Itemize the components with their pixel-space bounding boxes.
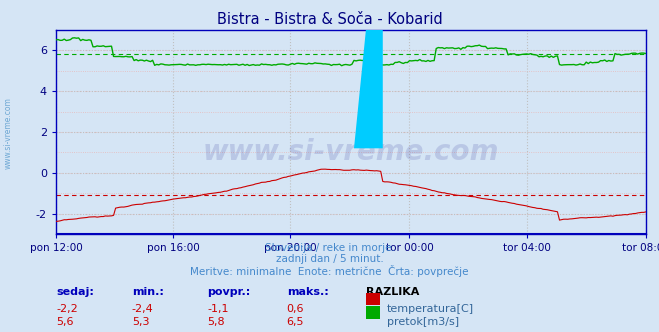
Text: zadnji dan / 5 minut.: zadnji dan / 5 minut. (275, 254, 384, 264)
Text: 6,5: 6,5 (287, 317, 304, 327)
Polygon shape (354, 0, 383, 148)
Text: Slovenija / reke in morje.: Slovenija / reke in morje. (264, 243, 395, 253)
Text: RAZLIKA: RAZLIKA (366, 287, 419, 297)
Text: temperatura[C]: temperatura[C] (387, 304, 474, 314)
Text: 0,6: 0,6 (287, 304, 304, 314)
Text: min.:: min.: (132, 287, 163, 297)
Text: 5,3: 5,3 (132, 317, 150, 327)
Text: sedaj:: sedaj: (56, 287, 94, 297)
Text: -2,4: -2,4 (132, 304, 154, 314)
Text: -2,2: -2,2 (56, 304, 78, 314)
Text: Meritve: minimalne  Enote: metrične  Črta: povprečje: Meritve: minimalne Enote: metrične Črta:… (190, 265, 469, 277)
Text: www.si-vreme.com: www.si-vreme.com (3, 97, 13, 169)
Polygon shape (354, 0, 383, 148)
Text: maks.:: maks.: (287, 287, 328, 297)
Text: 5,6: 5,6 (56, 317, 74, 327)
Text: -1,1: -1,1 (208, 304, 229, 314)
Text: povpr.:: povpr.: (208, 287, 251, 297)
Text: pretok[m3/s]: pretok[m3/s] (387, 317, 459, 327)
Text: www.si-vreme.com: www.si-vreme.com (203, 138, 499, 166)
Text: 5,8: 5,8 (208, 317, 225, 327)
Text: Bistra - Bistra & Soča - Kobarid: Bistra - Bistra & Soča - Kobarid (217, 12, 442, 27)
